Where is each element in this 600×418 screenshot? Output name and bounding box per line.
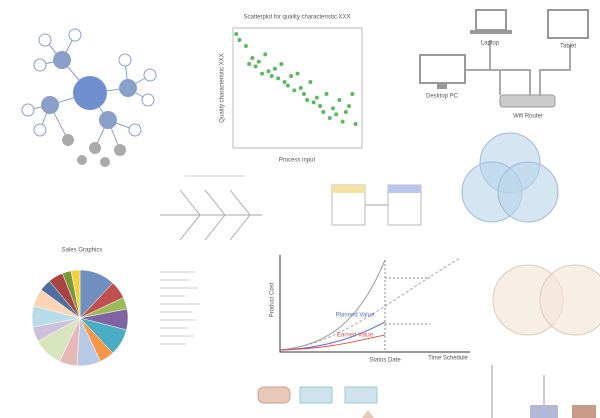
y-label: Quality characteristic XXX — [220, 53, 226, 122]
planned-label: Planned Value — [336, 313, 375, 319]
fishbone-diagram — [160, 175, 262, 241]
scatter-point — [269, 74, 274, 78]
scatter-point — [292, 88, 297, 93]
scatter-point — [260, 71, 265, 76]
scatter-point — [237, 38, 242, 42]
plot-frame — [232, 27, 363, 149]
entity-diagram — [331, 184, 422, 226]
scatter-plot: Scatterplot for quality characteristic X… — [220, 15, 363, 164]
venn-two — [492, 264, 600, 336]
scatter-point — [276, 76, 281, 81]
x-label: Process input — [279, 158, 316, 164]
cost-chart: Product Cost Time Schedule Status Date P… — [270, 255, 470, 364]
pie-title: Sales Graphics — [62, 248, 103, 254]
node-label: Tablet — [560, 44, 576, 50]
scatter-point — [247, 62, 252, 66]
scatter-point — [282, 80, 287, 84]
scatter-point — [321, 110, 326, 114]
scatter-point — [305, 98, 310, 102]
scatter-point — [266, 69, 271, 74]
bottom-shapes — [257, 365, 596, 418]
scatter-point — [279, 62, 284, 66]
scatter-point — [272, 66, 277, 71]
earned-label: Earned Value — [337, 333, 374, 339]
scatter-point — [308, 80, 313, 84]
scatter-point — [337, 98, 342, 102]
scatter-point — [318, 104, 323, 108]
node-label: Wifi Router — [513, 114, 543, 120]
scatter-point — [334, 112, 339, 117]
scatter-point — [311, 100, 316, 105]
pie-chart: Sales Graphics — [31, 248, 200, 367]
scatter-point — [347, 104, 352, 108]
scatter-point — [327, 116, 332, 120]
scatter-point — [256, 59, 261, 64]
scatter-point — [343, 110, 348, 114]
pie-slice — [70, 269, 81, 319]
network-diagram: Laptop Tablet Desktop PC Wifi Router — [419, 9, 589, 120]
scatter-point — [340, 119, 345, 124]
node-label: Desktop PC — [426, 94, 459, 100]
status-label: Status Date — [369, 358, 401, 364]
scatter-point — [353, 122, 358, 126]
scatter-point — [295, 71, 300, 76]
scatter-point — [298, 86, 303, 90]
scatter-point — [330, 106, 335, 111]
x-label: Time Schedule — [428, 356, 468, 362]
scatter-point — [301, 92, 306, 96]
mind-map — [21, 28, 157, 167]
scatter-point — [234, 32, 239, 36]
scatter-point — [314, 95, 319, 100]
node-label: Laptop — [481, 41, 500, 47]
y-label: Product Cost — [270, 282, 276, 317]
scatter-point — [289, 74, 294, 78]
scatter-point — [243, 44, 248, 48]
scatter-point — [324, 92, 329, 96]
scatter-title: Scatterplot for quality characteristic X… — [243, 15, 350, 21]
scatter-point — [350, 92, 355, 96]
scatter-point — [263, 52, 268, 57]
scatter-point — [250, 56, 255, 60]
scatter-point — [253, 64, 258, 69]
venn-diagram — [461, 132, 559, 223]
scatter-point — [285, 83, 290, 88]
